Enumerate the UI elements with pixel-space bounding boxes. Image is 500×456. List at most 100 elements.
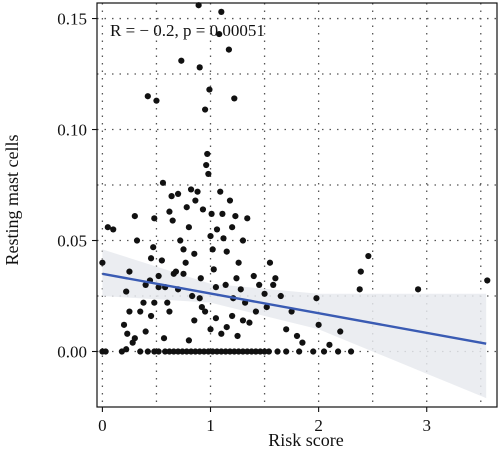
data-point-111: [237, 286, 244, 293]
data-point-97: [217, 188, 224, 195]
data-point-85: [202, 106, 209, 113]
data-point-154: [234, 332, 241, 340]
data-point-146: [191, 317, 198, 324]
y-axis-label: Resting mast cells: [2, 135, 22, 266]
data-point-158: [142, 328, 149, 335]
data-point-152: [223, 323, 230, 331]
data-point-56: [150, 244, 157, 251]
data-point-27: [244, 348, 251, 355]
data-point-63: [164, 299, 171, 306]
data-point-80: [195, 2, 202, 9]
data-point-155: [239, 317, 247, 324]
data-point-101: [222, 281, 229, 289]
data-point-52: [142, 281, 149, 289]
data-point-109: [233, 275, 240, 282]
data-point-72: [182, 259, 189, 266]
y-tick-label-3: 0.15: [57, 10, 87, 29]
data-point-127: [293, 332, 301, 340]
data-point-116: [250, 272, 257, 280]
data-point-86: [203, 161, 210, 169]
data-point-126: [288, 308, 295, 315]
data-point-87: [204, 150, 211, 158]
data-point-46: [126, 268, 133, 275]
data-point-73: [183, 204, 190, 211]
data-point-32: [265, 348, 272, 355]
data-point-149: [207, 326, 214, 333]
data-point-5: [144, 348, 151, 355]
data-point-103: [225, 46, 232, 53]
data-point-138: [151, 299, 158, 306]
data-point-33: [274, 348, 281, 355]
x-tick-label-2: 2: [314, 416, 323, 435]
data-point-88: [205, 170, 212, 178]
data-point-51: [140, 299, 147, 306]
data-point-20: [213, 348, 221, 355]
data-point-39: [347, 348, 355, 355]
data-point-37: [320, 348, 328, 355]
data-point-91: [208, 210, 215, 217]
data-point-98: [218, 8, 225, 15]
data-point-57: [151, 215, 158, 222]
data-point-70: [178, 57, 185, 64]
data-point-153: [229, 312, 236, 320]
data-point-130: [315, 321, 322, 328]
regression-line: [102, 272, 487, 345]
data-point-117: [252, 308, 260, 315]
data-point-65: [168, 193, 175, 200]
data-point-145: [185, 337, 192, 344]
x-tick-label-3: 3: [422, 416, 431, 435]
data-point-24: [231, 348, 238, 355]
data-point-74: [185, 224, 192, 231]
data-point-58: [153, 97, 160, 104]
data-point-134: [357, 268, 364, 275]
data-point-14: [187, 348, 195, 355]
data-point-15: [192, 348, 199, 355]
data-point-94: [212, 284, 220, 291]
data-point-95: [213, 226, 221, 233]
data-point-12: [179, 348, 186, 355]
data-point-25: [235, 348, 242, 355]
data-point-136: [414, 286, 422, 293]
data-point-112: [239, 237, 247, 244]
data-point-17: [200, 348, 208, 355]
confidence-band-group: [102, 249, 487, 399]
data-point-82: [197, 275, 204, 282]
data-point-66: [169, 217, 176, 224]
data-point-4: [137, 348, 144, 355]
data-point-139: [155, 284, 162, 291]
data-point-55: [147, 255, 155, 262]
data-point-151: [218, 330, 225, 337]
data-point-90: [207, 232, 214, 240]
data-point-23: [226, 348, 234, 355]
data-point-102: [223, 248, 230, 255]
data-point-31: [261, 348, 268, 355]
data-point-105: [229, 224, 236, 231]
fit-line-group: [102, 272, 487, 345]
data-point-148: [202, 308, 209, 315]
plot-frame: [92, 2, 498, 412]
data-point-107: [231, 95, 238, 102]
data-point-120: [263, 304, 270, 311]
points-group: [99, 2, 491, 355]
data-point-6: [151, 348, 158, 355]
y-tick-label-2: 0.10: [57, 121, 87, 140]
data-point-21: [218, 348, 225, 355]
data-point-28: [248, 348, 255, 355]
data-point-129: [313, 295, 320, 302]
data-point-77: [191, 250, 198, 257]
data-point-71: [180, 246, 187, 253]
data-point-89: [206, 86, 213, 93]
data-point-110: [235, 259, 242, 266]
data-point-64: [166, 208, 173, 215]
confidence-band: [102, 249, 487, 399]
data-point-150: [212, 315, 220, 322]
data-point-125: [283, 326, 290, 333]
data-point-22: [222, 348, 229, 355]
data-point-142: [170, 270, 177, 277]
data-point-16: [196, 348, 203, 355]
data-point-59: [155, 272, 162, 280]
x-tick-label-0: 0: [98, 416, 107, 435]
data-point-133: [356, 286, 363, 293]
data-point-124: [277, 292, 284, 300]
